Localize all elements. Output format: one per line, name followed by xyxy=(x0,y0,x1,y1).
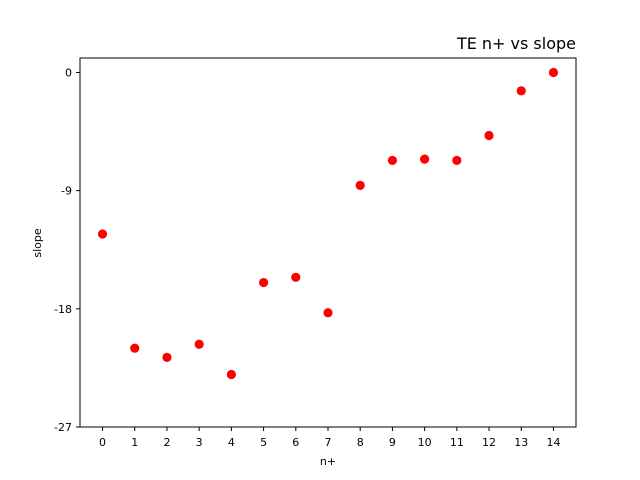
data-point-0 xyxy=(97,229,108,239)
data-point-8 xyxy=(355,180,365,190)
data-point-14 xyxy=(548,67,559,78)
data-point-11 xyxy=(452,155,462,166)
x-tick-label: 0 xyxy=(99,436,106,449)
x-tick-label: 13 xyxy=(514,436,528,449)
y-axis-label: slope xyxy=(31,228,44,257)
y-tick-label: -27 xyxy=(54,421,72,434)
data-point-2 xyxy=(162,352,172,363)
y-axis: 0 -9 -18 -27 xyxy=(54,66,80,434)
x-tick-label: 11 xyxy=(450,436,464,449)
data-point-12 xyxy=(484,130,494,141)
x-axis: 0 1 2 3 4 5 6 7 8 9 10 11 12 13 14 xyxy=(99,427,560,449)
x-tick-label: 6 xyxy=(292,436,299,449)
data-point-6 xyxy=(291,272,301,282)
x-tick-label: 14 xyxy=(546,436,560,449)
x-tick-label: 5 xyxy=(260,436,267,449)
x-tick-label: 10 xyxy=(418,436,432,449)
data-point-7 xyxy=(323,308,333,318)
x-tick-label: 3 xyxy=(196,436,203,449)
data-point-4 xyxy=(226,369,236,380)
x-tick-label: 4 xyxy=(228,436,235,449)
data-point-10 xyxy=(420,154,430,164)
y-tick-label: -9 xyxy=(61,185,72,198)
y-tick-label: -18 xyxy=(54,303,72,316)
data-point-5 xyxy=(258,277,269,288)
data-point-1 xyxy=(130,343,140,353)
x-tick-label: 7 xyxy=(325,436,332,449)
data-point-13 xyxy=(516,86,526,96)
x-tick-label: 9 xyxy=(389,436,396,449)
x-tick-label: 2 xyxy=(163,436,170,449)
chart-title: TE n+ vs slope xyxy=(456,34,576,53)
x-axis-label: n+ xyxy=(320,455,336,468)
x-tick-label: 8 xyxy=(357,436,364,449)
x-tick-label: 1 xyxy=(131,436,138,449)
data-points xyxy=(97,67,559,380)
y-tick-label: 0 xyxy=(65,66,72,79)
x-tick-label: 12 xyxy=(482,436,496,449)
data-point-3 xyxy=(194,339,204,349)
data-point-9 xyxy=(387,155,398,166)
